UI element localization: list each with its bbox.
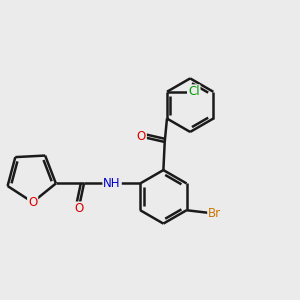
Text: Cl: Cl [188,85,200,98]
Text: NH: NH [103,177,121,190]
Text: O: O [137,130,146,143]
Text: Br: Br [208,207,221,220]
Text: O: O [28,196,37,209]
Text: O: O [74,202,83,215]
